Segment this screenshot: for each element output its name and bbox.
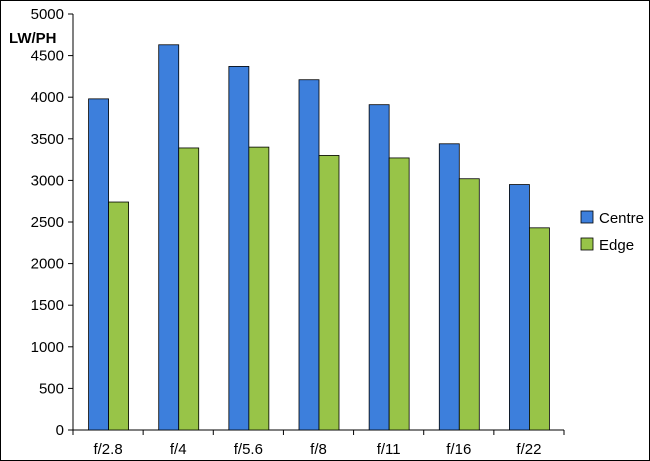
legend-swatch-centre [580,210,594,224]
bar-centre-f16 [438,143,460,431]
x-tick-label: f/8 [310,441,327,458]
bar-centre-f28 [88,98,109,431]
legend-label-edge: Edge [599,237,634,254]
bar-edge-f16 [458,178,480,431]
bar-centre-f22 [509,184,530,431]
x-tick-label: f/11 [377,441,401,458]
y-tick-label: 1500 [31,297,64,314]
y-tick-label: 2500 [31,214,64,231]
bar-edge-f8 [318,155,340,431]
y-tick-label: 3000 [31,172,64,189]
y-axis-label: LW/PH [9,30,57,47]
x-tick-label: f/2.8 [93,441,122,458]
x-ticks: f/2.8 f/4 f/5.6 f/8 f/11 f/16 f/22 [72,430,565,458]
bar-centre-f4 [158,44,180,431]
y-tick-label: 5000 [31,6,64,23]
y-tick-label: 3500 [31,131,64,148]
bar-edge-f4 [178,147,200,431]
y-ticks: 0 500 1000 1500 2000 2500 3000 3500 4000 4500 5000 [31,6,73,439]
y-tick-label: 0 [56,422,64,439]
x-tick-label: f/16 [446,441,471,458]
legend: Centre Edge [580,210,644,254]
y-tick-label: 500 [39,380,64,397]
y-tick-label: 1000 [31,339,64,356]
bars [88,44,550,431]
bar-edge-f56 [248,146,270,431]
bar-edge-f28 [108,201,129,431]
x-tick-label: f/5.6 [234,441,263,458]
legend-swatch-edge [580,237,594,251]
legend-label-centre: Centre [599,210,644,227]
bar-centre-f8 [298,79,320,431]
x-tick-label: f/22 [516,441,541,458]
y-tick-label: 4500 [31,48,64,65]
y-axis-label-group: LW/PH [9,30,57,47]
bar-centre-f56 [228,66,250,431]
bar-edge-f11 [388,157,410,431]
y-tick-label: 4000 [31,89,64,106]
x-tick-label: f/4 [170,441,187,458]
bar-centre-f11 [368,104,390,431]
y-tick-label: 2000 [31,256,64,273]
bar-edge-f22 [529,227,550,431]
